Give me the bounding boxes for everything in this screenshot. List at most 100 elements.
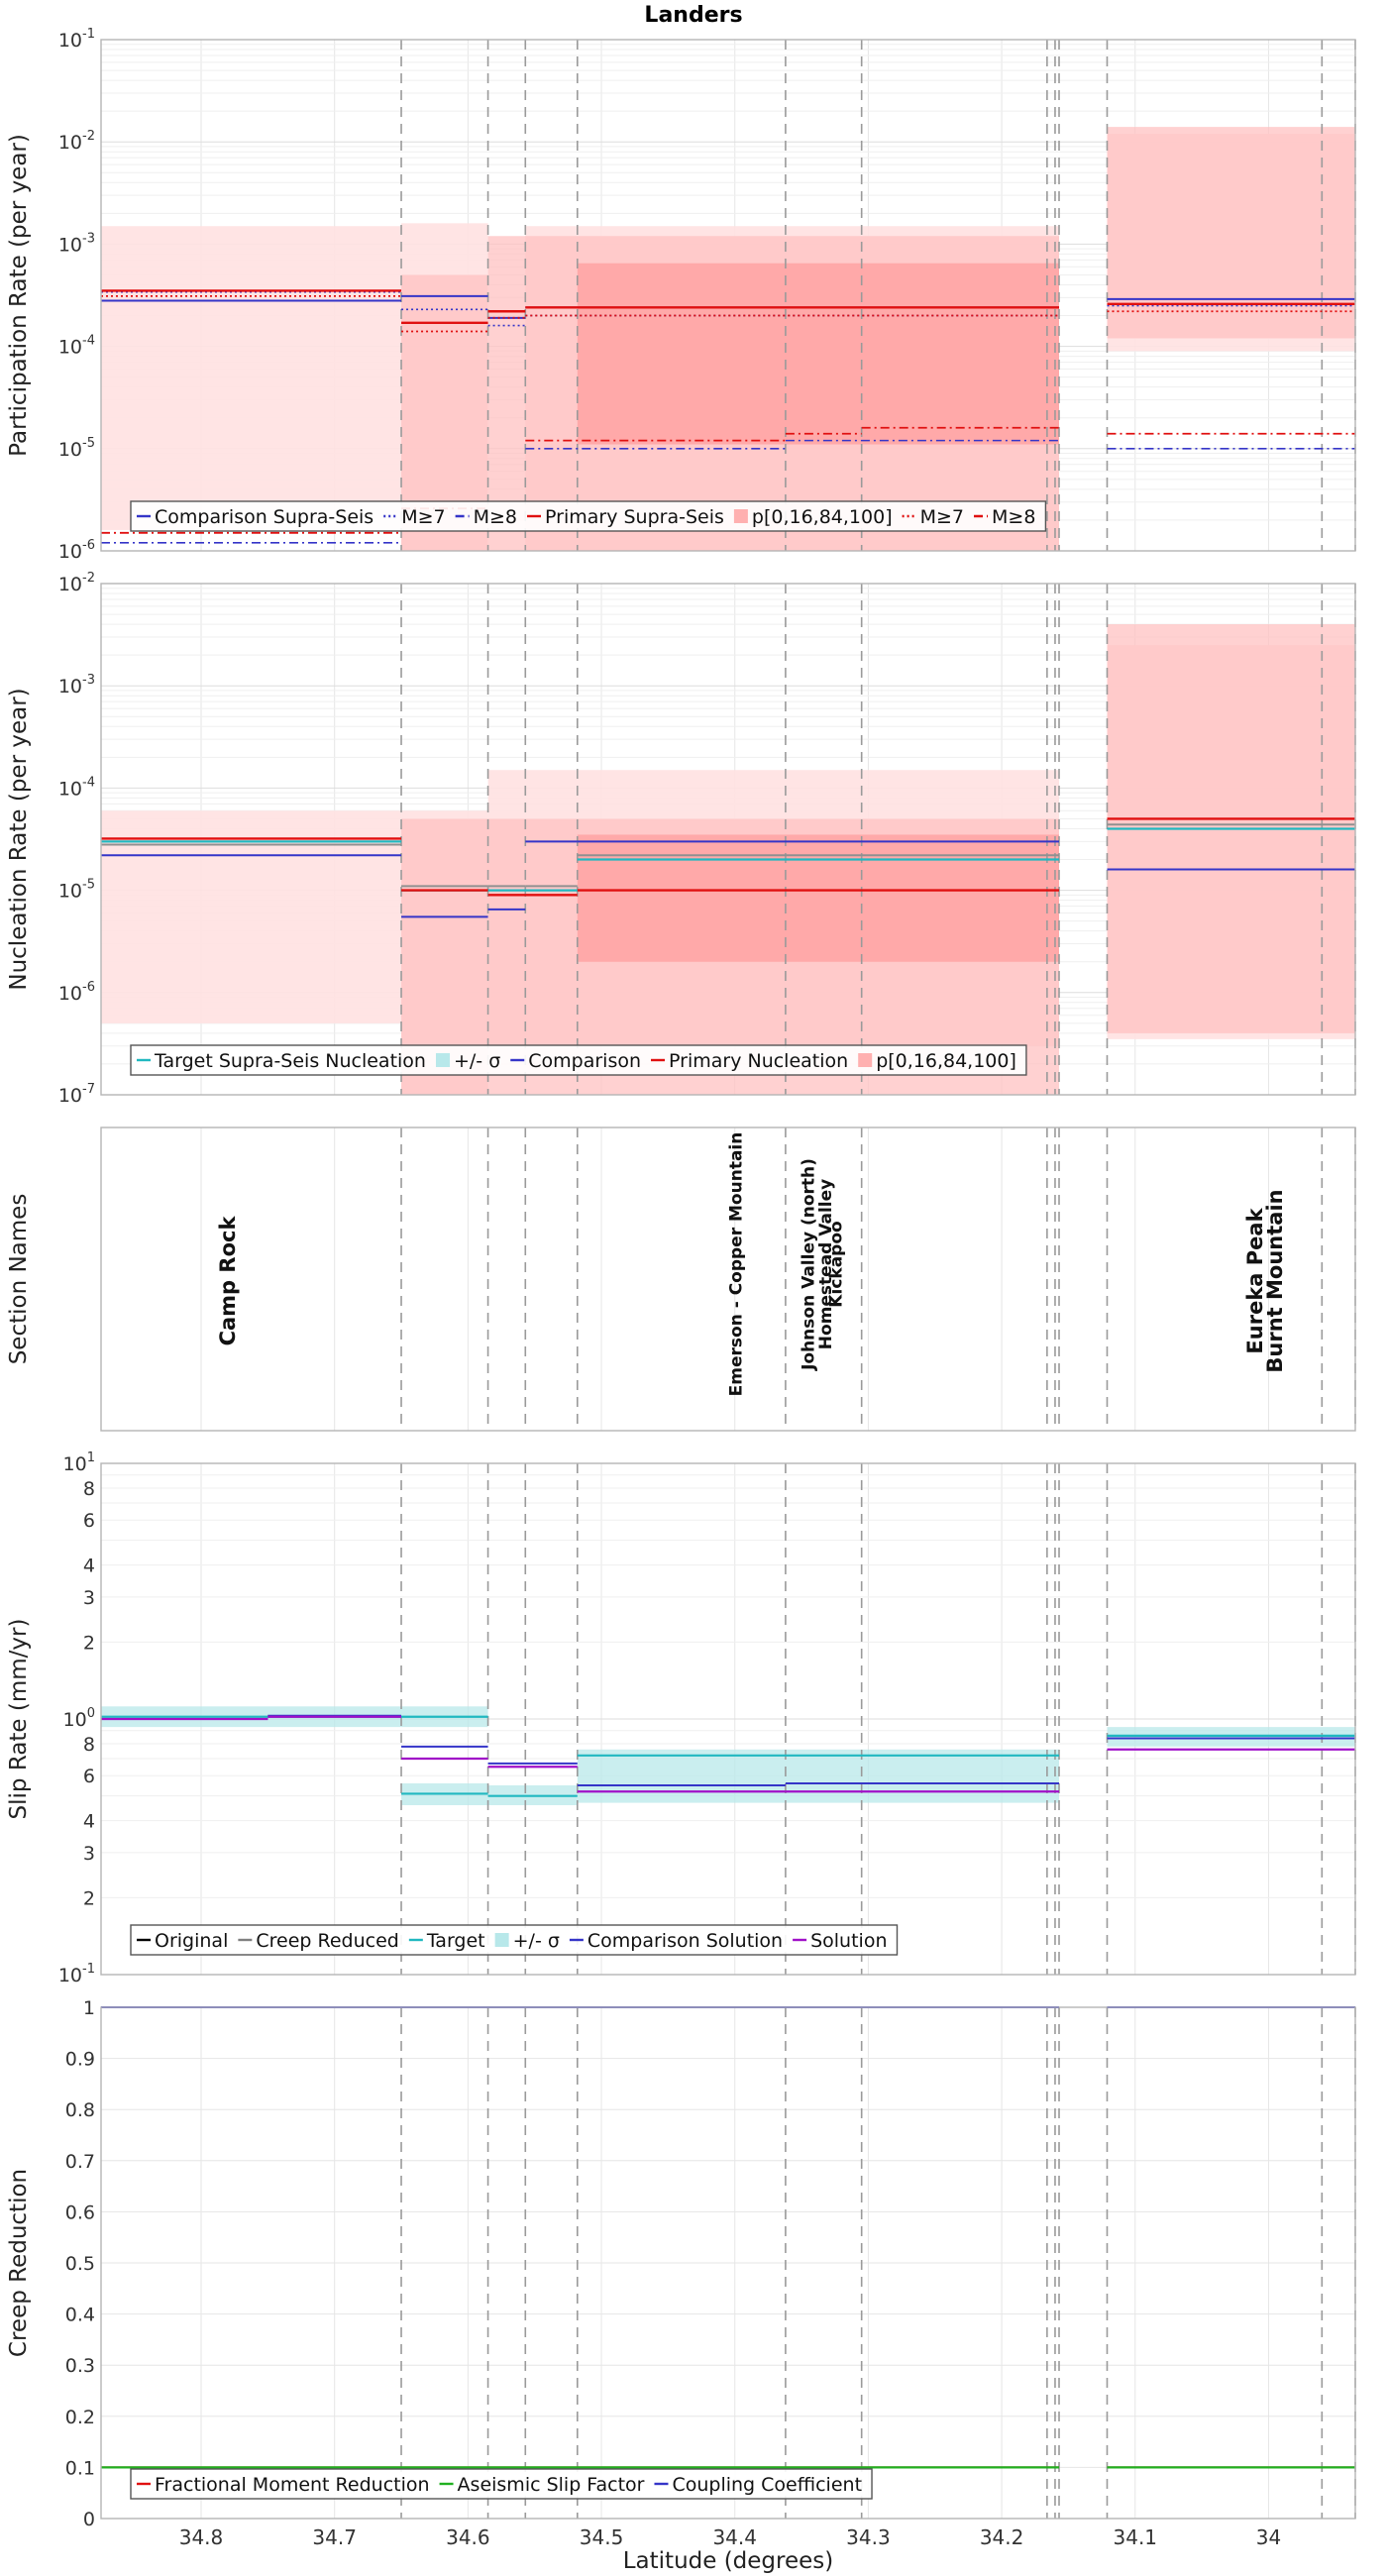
y-tick-label: 10-3 xyxy=(58,673,95,698)
slip-legend: Original Creep Reduced Target +/- σ Comparis… xyxy=(130,1924,899,1956)
x-axis-label: Latitude (degrees) xyxy=(623,2548,834,2574)
x-tick-label: 34.7 xyxy=(312,2525,357,2549)
section-name-label: Camp Rock xyxy=(216,1216,240,1346)
legend-box xyxy=(130,500,1047,532)
y-tick-label: 100 xyxy=(63,1706,95,1731)
nucleation-frame xyxy=(100,583,1356,1096)
y-tick-label: 8 xyxy=(83,1478,95,1500)
legend-label: M≥8 xyxy=(992,506,1035,528)
legend-label: Comparison Supra-Seis xyxy=(155,506,373,528)
x-axis: 34.8 34.7 34.6 34.5 34.4 34.3 34.2 34.1 34 xyxy=(179,2525,1281,2549)
x-tick-label: 34.1 xyxy=(1114,2525,1158,2549)
y-tick-label: 0.9 xyxy=(65,2049,95,2071)
y-tick-label: 0.3 xyxy=(65,2355,95,2377)
section-name-label: Homestead Valley xyxy=(816,1179,836,1349)
participation-band xyxy=(577,263,1060,445)
legend-label: +/- σ xyxy=(513,1930,560,1952)
y-tick-label: 8 xyxy=(83,1734,95,1756)
participation-series-m-7 xyxy=(101,294,1355,333)
x-tick-label: 34.8 xyxy=(179,2525,224,2549)
slip-frame xyxy=(100,1462,1356,1976)
nucleation-panel: 10-7 10-6 10-5 10-4 10-3 10-2 Nucleation Rate … xyxy=(6,571,1356,1107)
creep-legend: Fractional Moment Reduction Aseismic Slip… xyxy=(130,2468,873,2500)
y-tick-label: 10-1 xyxy=(58,27,95,52)
nucleation-series-comparison xyxy=(101,840,1355,918)
x-tick-label: 34 xyxy=(1256,2525,1281,2549)
participation-series-m-8 xyxy=(101,439,1355,544)
y-tick-label: 0.7 xyxy=(65,2151,95,2173)
section-name-label: Emerson - Copper Mountain xyxy=(727,1132,747,1397)
y-tick-label: 2 xyxy=(83,1632,95,1654)
legend-label: M≥7 xyxy=(401,506,445,528)
participation-y-axis-label: Participation Rate (per year) xyxy=(6,134,32,457)
y-tick-label: 0.2 xyxy=(65,2407,95,2428)
legend-label: Solution xyxy=(810,1930,887,1952)
y-tick-label: 10-2 xyxy=(58,571,95,595)
legend-label: Original xyxy=(155,1930,228,1952)
y-tick-label: 10-2 xyxy=(58,129,95,154)
creep-panel: 0 0.1 0.2 0.3 0.4 0.5 0.6 0.7 0.8 0.9 1 Creep Reduc… xyxy=(6,1997,1356,2530)
legend-label: Target Supra-Seis Nucleation xyxy=(154,1050,426,1072)
legend-swatch xyxy=(435,1053,450,1067)
y-tick-label: 1 xyxy=(83,1997,95,2019)
participation-frame xyxy=(100,39,1356,552)
slip-panel: 10-1 2 3 4 6 8 100 2 3 4 6 8 101 Slip Rate (mm/yr) Ori… xyxy=(6,1450,1356,1986)
y-tick-label: 0.4 xyxy=(65,2305,95,2326)
sections-frame xyxy=(100,1127,1356,1432)
legend-label: Primary Nucleation xyxy=(669,1050,848,1072)
legend-label: p[0,16,84,100] xyxy=(876,1050,1016,1072)
y-tick-label: 10-7 xyxy=(58,1082,95,1107)
legend-label: M≥7 xyxy=(920,506,964,528)
y-tick-label: 10-6 xyxy=(58,538,95,563)
y-tick-label: 0.8 xyxy=(65,2099,95,2121)
nucleation-series-- xyxy=(101,823,1355,888)
y-tick-label: 101 xyxy=(63,1450,95,1475)
participation-band xyxy=(1107,127,1355,339)
legend-label: Target xyxy=(426,1930,485,1952)
section-name-label: Eureka Peak xyxy=(1243,1207,1267,1353)
legend-label: p[0,16,84,100] xyxy=(752,506,893,528)
y-tick-label: 0.6 xyxy=(65,2201,95,2223)
y-tick-label: 6 xyxy=(83,1766,95,1787)
nucleation-series-primary-nucleation xyxy=(101,817,1355,897)
nucleation-band xyxy=(577,834,1060,962)
nucleation-band xyxy=(101,810,402,1023)
participation-series-m-7 xyxy=(101,290,1355,327)
legend-label: Comparison Solution xyxy=(587,1930,783,1952)
slip-band xyxy=(577,1749,1060,1803)
y-tick-label: 2 xyxy=(83,1887,95,1909)
legend-label: Comparison xyxy=(528,1050,641,1072)
legend-label: Creep Reduced xyxy=(256,1930,398,1952)
legend-label: Aseismic Slip Factor xyxy=(458,2474,645,2496)
y-tick-label: 10-4 xyxy=(58,334,95,359)
y-tick-label: 0 xyxy=(83,2509,95,2530)
x-tick-label: 34.3 xyxy=(846,2525,891,2549)
y-tick-label: 4 xyxy=(83,1556,95,1577)
participation-series-primary-supra-seis xyxy=(101,289,1355,325)
legend-box xyxy=(130,2468,873,2500)
slip-series-solution xyxy=(101,1715,1355,1793)
y-tick-label: 10-3 xyxy=(58,231,95,256)
legend-swatch xyxy=(733,509,748,523)
section-name-label: Johnson Valley (north) xyxy=(799,1158,818,1371)
section-name-label: Burnt Mountain xyxy=(1263,1189,1287,1372)
y-tick-label: 3 xyxy=(83,1587,95,1609)
y-tick-label: 0.1 xyxy=(65,2457,95,2479)
legend-box xyxy=(130,1044,1027,1076)
sections-y-axis-label: Section Names xyxy=(6,1194,32,1365)
legend-swatch xyxy=(494,1933,509,1947)
chart-title: Landers xyxy=(644,3,742,28)
x-tick-label: 34.2 xyxy=(980,2525,1024,2549)
legend-label: +/- σ xyxy=(454,1050,500,1072)
legend-label: Fractional Moment Reduction xyxy=(155,2474,430,2496)
y-tick-label: 10-5 xyxy=(58,878,95,903)
sections-grid xyxy=(200,1127,1269,1431)
legend-swatch xyxy=(858,1053,873,1067)
y-tick-label: 10-1 xyxy=(58,1962,95,1986)
y-tick-label: 10-6 xyxy=(58,980,95,1005)
sections-panel: Camp Rock Emerson - Copper Mountain Johnso… xyxy=(6,1127,1356,1432)
x-tick-label: 34.4 xyxy=(712,2525,757,2549)
x-tick-label: 34.5 xyxy=(580,2525,624,2549)
legend-box xyxy=(130,1924,899,1956)
